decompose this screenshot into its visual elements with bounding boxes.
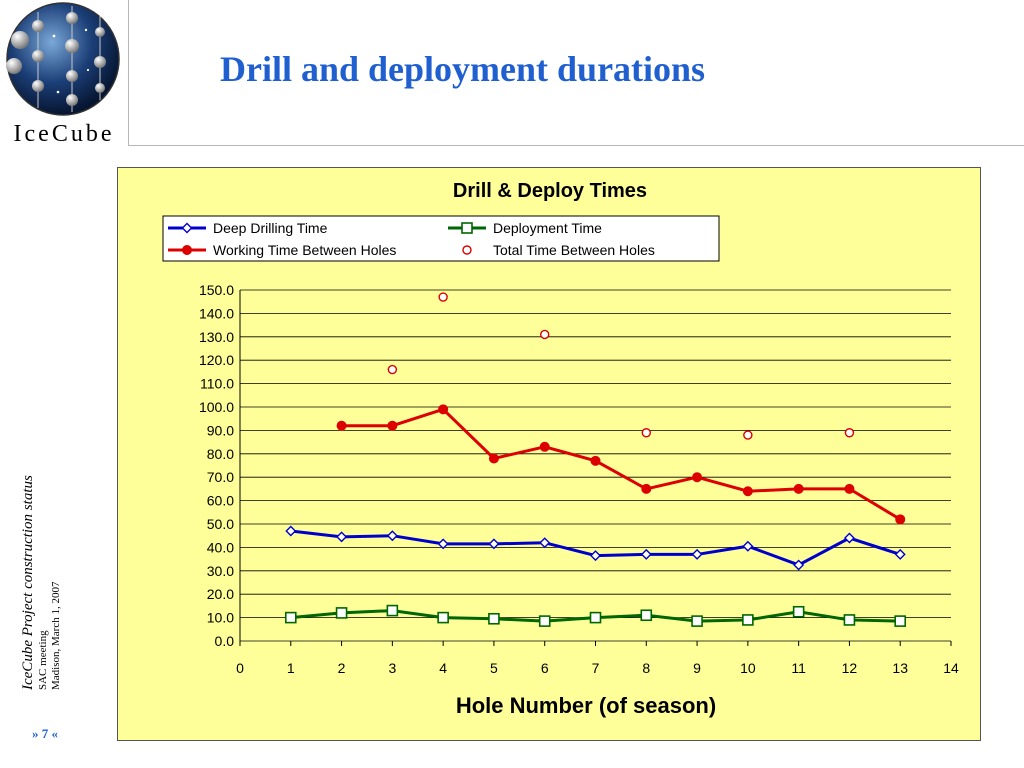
x-tick-label: 1: [287, 660, 295, 676]
data-point-deep-drilling-time: [691, 548, 703, 560]
y-tick-label: 90.0: [207, 422, 234, 438]
side-project-title: IceCube Project construction status: [20, 475, 36, 690]
data-point-deployment-time: [284, 611, 297, 624]
y-tick-label: 30.0: [207, 563, 234, 579]
x-tick-label: 9: [693, 660, 701, 676]
data-point-working-time-between-holes: [539, 441, 550, 452]
legend-entry: Working Time Between Holes: [213, 242, 396, 258]
logo-panel: IceCube: [0, 0, 129, 147]
y-tick-label: 80.0: [207, 446, 234, 462]
data-point-working-time-between-holes: [488, 453, 499, 464]
data-point-working-time-between-holes: [336, 420, 347, 431]
data-point-working-time-between-holes: [793, 483, 804, 494]
data-point-deployment-time: [589, 611, 602, 624]
legend-swatch-marker: [181, 222, 193, 234]
legend-swatch-marker: [182, 245, 192, 255]
icecube-logo: IceCube: [6, 2, 120, 147]
header-divider: [128, 145, 1024, 146]
drill-deploy-chart: Drill & Deploy Times 0.0 10.0 20.0 30.0 40.0 5…: [162, 180, 959, 718]
data-point-deep-drilling-time: [742, 540, 754, 552]
y-tick-label: 100.0: [199, 399, 234, 415]
x-tick-label: 10: [740, 660, 756, 676]
data-point-deep-drilling-time: [285, 525, 297, 537]
y-tick-label: 150.0: [199, 282, 234, 298]
x-tick-label: 6: [541, 660, 549, 676]
page-number: » 7 «: [32, 726, 58, 741]
y-tick-label: 120.0: [199, 352, 234, 368]
data-point-deployment-time: [742, 614, 754, 626]
data-point-deployment-time: [894, 615, 907, 627]
data-point-deep-drilling-time: [640, 548, 652, 560]
data-point-deployment-time: [640, 609, 653, 622]
data-point-deployment-time: [691, 615, 703, 627]
data-point-deployment-time: [488, 612, 500, 625]
chart-frame: Drill & Deploy Times 0.0 10.0 20.0 30.0 40.0 5…: [117, 167, 981, 741]
data-point-total-time-between-holes: [540, 329, 550, 340]
legend-entry: Deep Drilling Time: [213, 220, 328, 236]
data-point-working-time-between-holes: [742, 486, 753, 497]
y-tick-label: 140.0: [199, 305, 234, 321]
data-point-working-time-between-holes: [438, 404, 449, 415]
data-point-deployment-time: [792, 605, 805, 618]
legend-box: [162, 215, 720, 262]
data-point-working-time-between-holes: [590, 455, 601, 466]
legend-swatch-marker: [461, 222, 473, 234]
legend-swatch-marker: [462, 245, 472, 255]
x-tick-label: 5: [490, 660, 498, 676]
slide-title: Drill and deployment durations: [220, 49, 706, 89]
y-tick-label: 20.0: [207, 586, 234, 602]
data-point-working-time-between-holes: [641, 483, 652, 494]
legend-entry: Deployment Time: [493, 220, 602, 236]
data-point-deep-drilling-time: [488, 538, 500, 550]
data-point-working-time-between-holes: [895, 514, 906, 525]
side-meeting: SAC meeting: [37, 630, 49, 690]
data-point-deep-drilling-time: [793, 559, 805, 571]
data-point-deployment-time: [335, 607, 348, 619]
data-point-deep-drilling-time: [590, 550, 601, 562]
y-tick-label: 70.0: [207, 469, 234, 485]
x-tick-label: 12: [842, 660, 858, 676]
x-tick-label: 7: [592, 660, 600, 676]
x-tick-label: 8: [642, 660, 650, 676]
side-caption: IceCube Project construction status SAC …: [20, 370, 80, 690]
x-tick-label: 0: [236, 660, 244, 676]
x-tick-label: 14: [943, 660, 959, 676]
data-point-deep-drilling-time: [539, 537, 551, 549]
chart-title: Drill & Deploy Times: [453, 180, 647, 202]
x-tick-label: 2: [338, 660, 346, 676]
data-point-deep-drilling-time: [437, 538, 449, 550]
data-point-deep-drilling-time: [336, 531, 348, 543]
x-tick-label: 11: [791, 660, 806, 676]
data-point-deep-drilling-time: [843, 532, 855, 544]
data-point-working-time-between-holes: [844, 483, 855, 494]
side-date: Madison, March 1, 2007: [50, 581, 62, 690]
y-tick-label: 0.0: [215, 633, 235, 649]
data-point-deployment-time: [437, 611, 449, 624]
series-line-working-time-between-holes: [341, 407, 901, 521]
data-point-deep-drilling-time: [386, 530, 398, 542]
x-tick-label: 3: [388, 660, 396, 676]
data-point-deep-drilling-time: [894, 548, 906, 560]
x-tick-label: 4: [439, 660, 447, 676]
y-tick-label: 130.0: [199, 329, 234, 345]
y-tick-label: 50.0: [207, 516, 234, 532]
y-tick-label: 60.0: [207, 493, 234, 509]
x-axis-label: Hole Number (of season): [456, 693, 716, 718]
data-point-total-time-between-holes: [641, 428, 651, 438]
y-tick-label: 10.0: [207, 610, 234, 626]
data-point-deployment-time: [843, 614, 856, 626]
x-tick-label: 13: [892, 660, 908, 676]
data-point-total-time-between-holes: [438, 292, 448, 302]
data-point-deployment-time: [386, 604, 399, 617]
data-point-total-time-between-holes: [844, 428, 855, 438]
data-point-working-time-between-holes: [387, 420, 398, 431]
data-point-total-time-between-holes: [743, 430, 753, 440]
legend-entry: Total Time Between Holes: [493, 242, 655, 258]
y-tick-label: 40.0: [207, 539, 234, 555]
data-point-deployment-time: [538, 615, 551, 627]
y-tick-label: 110.0: [200, 376, 234, 392]
data-point-total-time-between-holes: [387, 364, 398, 375]
data-point-working-time-between-holes: [692, 472, 703, 483]
logo-text: IceCube: [14, 121, 115, 146]
